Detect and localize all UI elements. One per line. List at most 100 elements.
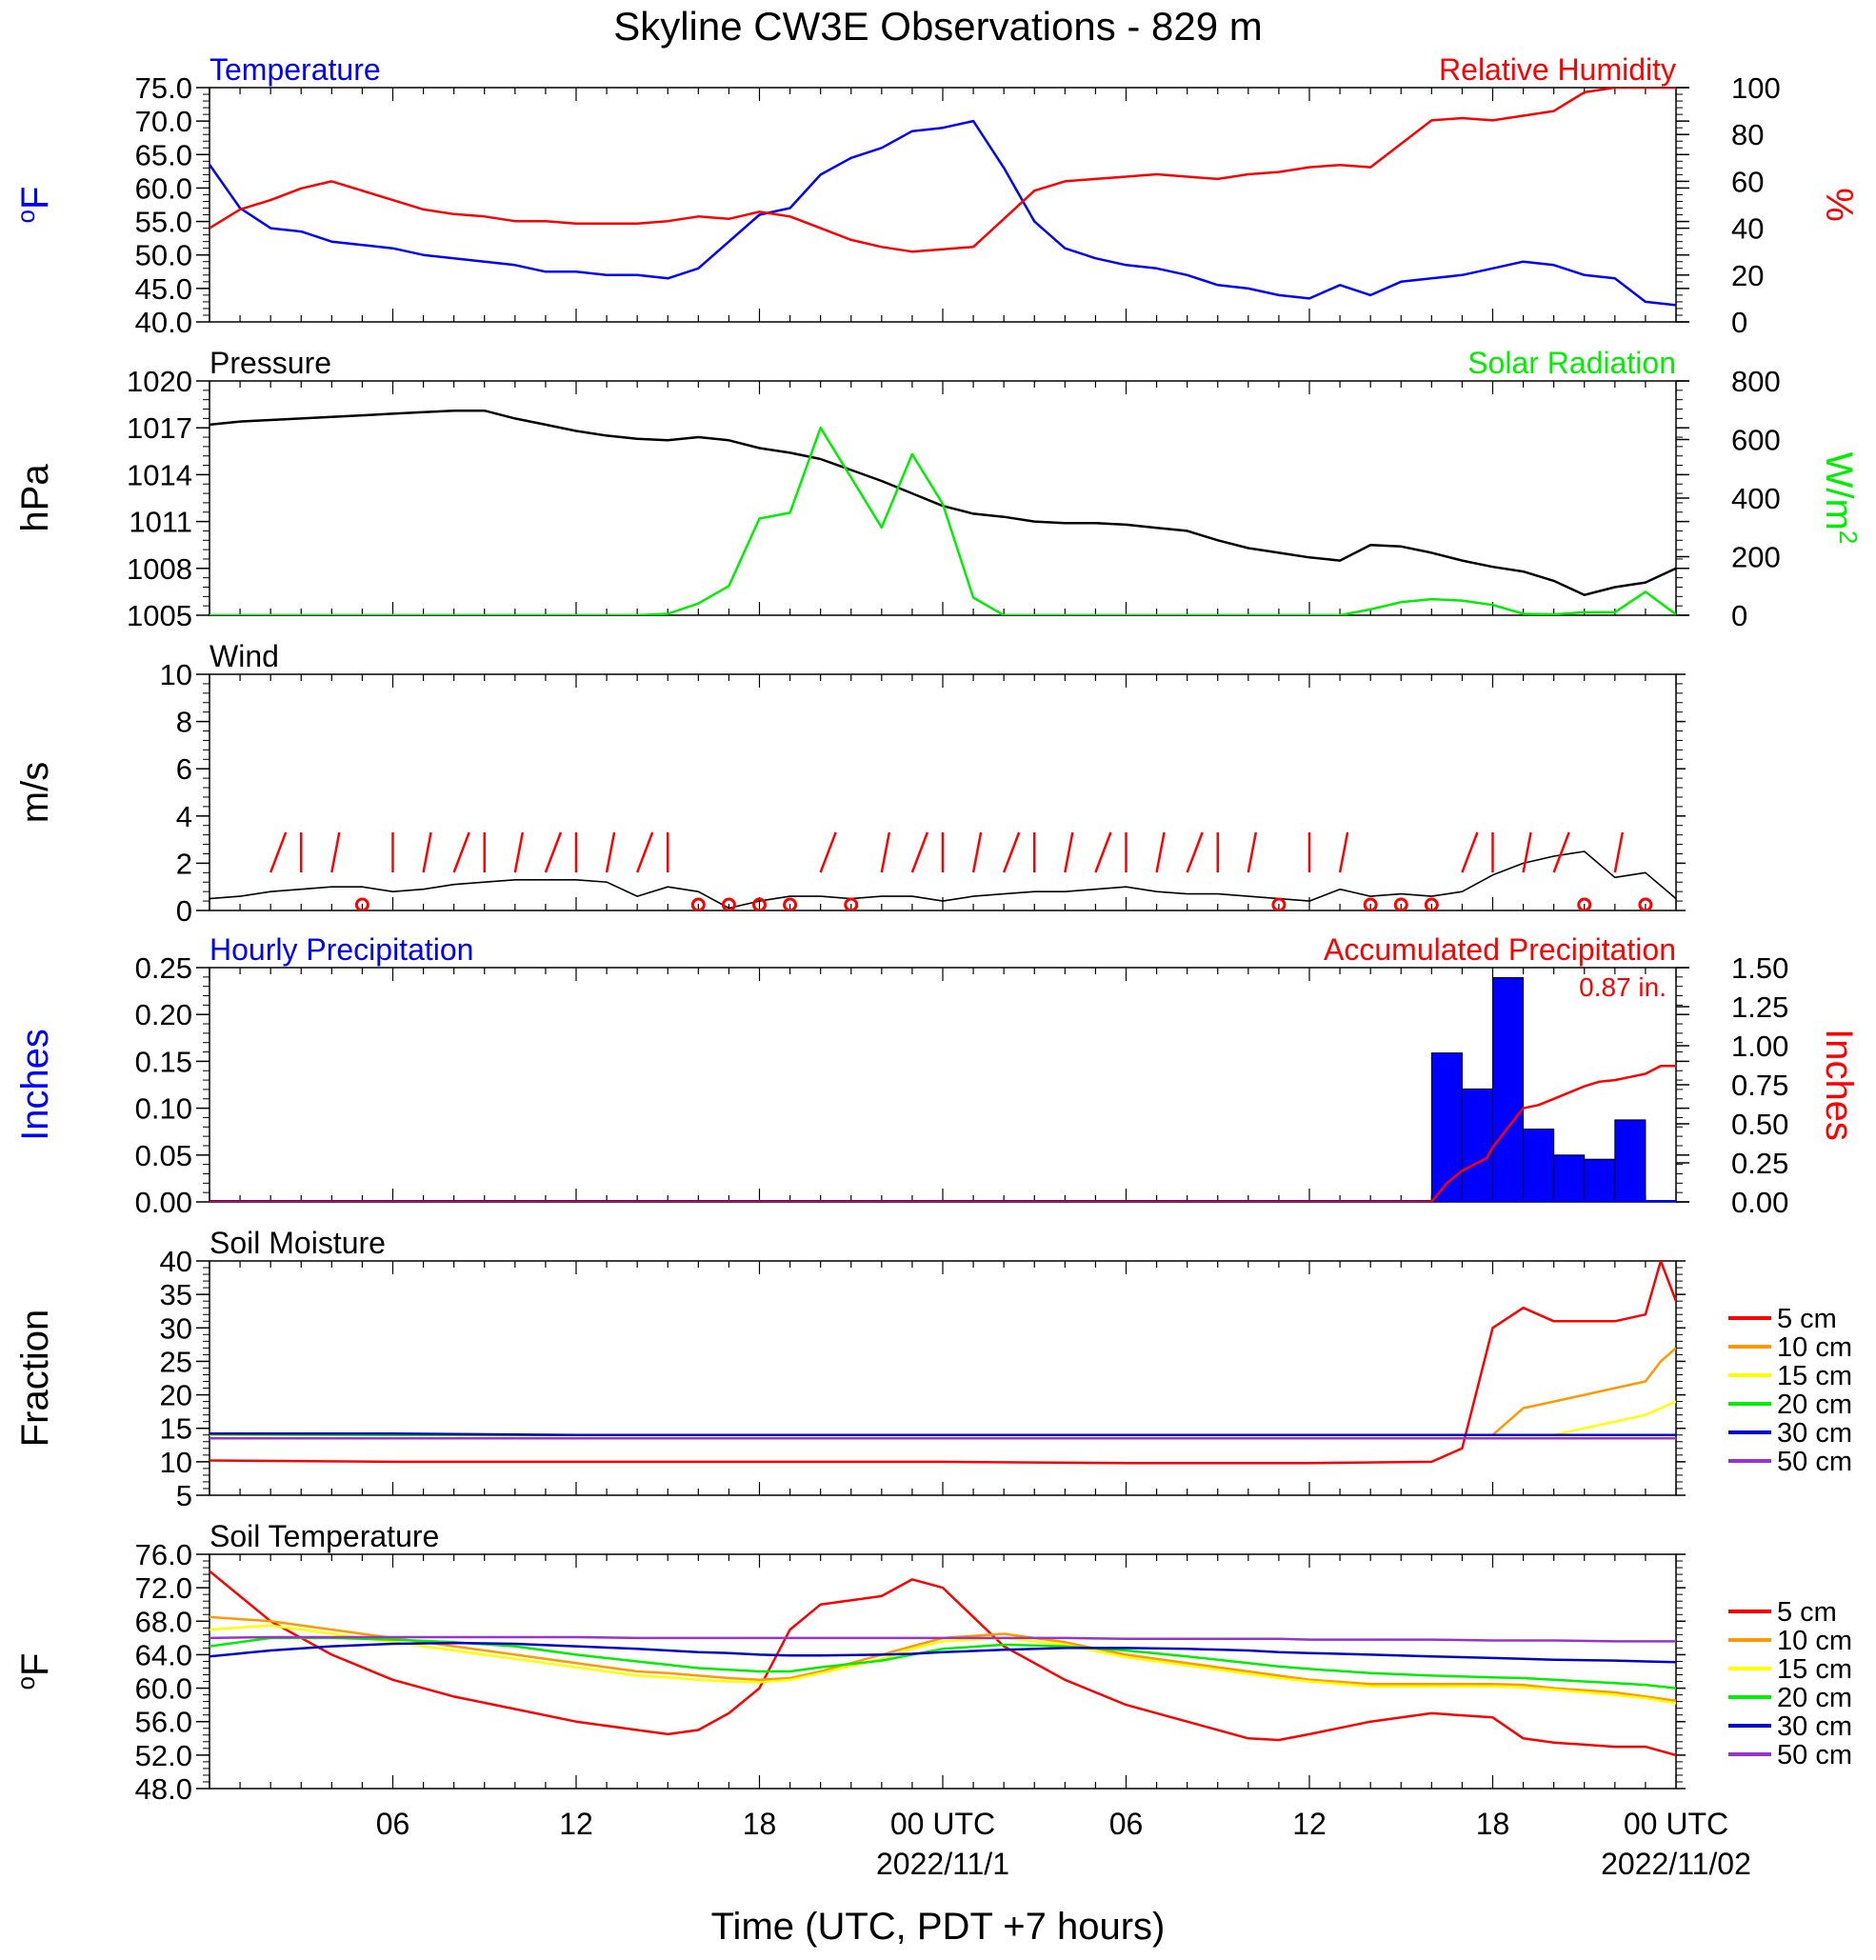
y-axis-label-right: %: [1818, 188, 1860, 222]
series-line-20-cm: [210, 1636, 1676, 1690]
calm-wind-marker: [844, 897, 859, 910]
calm-wind-marker: [1424, 897, 1439, 910]
x-tick-label: 00 UTC: [890, 1807, 995, 1841]
wind-barb: [1613, 831, 1625, 873]
y-tick-label-left: 64.0: [135, 1638, 192, 1671]
calm-wind-marker: [1638, 897, 1653, 910]
legend-label: 10 cm: [1777, 1332, 1852, 1363]
wind-barb: [1064, 831, 1074, 873]
calm-wind-marker: [354, 897, 369, 910]
precip-bar: [1492, 977, 1525, 1202]
plot-area: [210, 831, 1676, 910]
precip-bar: [1461, 1088, 1493, 1202]
y-tick-label-right: 0.00: [1731, 1186, 1788, 1219]
y-axis-label-left: Inches: [14, 1029, 56, 1141]
wind-barb: [330, 831, 341, 873]
panel-3: Wind 10 8 6 4 2 0 m/s: [14, 639, 1686, 928]
panel-title-left: Hourly Precipitation: [210, 932, 473, 967]
wind-barb: [1338, 831, 1349, 873]
y-axis-label-right: W/m2: [1818, 452, 1863, 545]
y-tick-label-left: 48.0: [135, 1772, 192, 1806]
legend-label: 20 cm: [1777, 1390, 1852, 1420]
precip-bar: [1523, 1129, 1555, 1202]
precip-bar: [1614, 1119, 1646, 1202]
y-tick-label-right: 400: [1731, 482, 1781, 515]
legend-label: 5 cm: [1777, 1304, 1837, 1334]
y-tick-label-left: 1017: [127, 411, 192, 445]
x-tick-label: 18: [1476, 1807, 1510, 1841]
series-line-10-cm: [210, 1347, 1676, 1436]
y-tick-label-left: 4: [176, 800, 192, 833]
series-line-10-cm: [210, 1615, 1676, 1703]
panel-frame: [209, 673, 1677, 911]
chart-title: Skyline CW3E Observations - 829 m: [613, 4, 1263, 49]
plot-area: [210, 977, 1676, 1202]
y-tick-label-left: 70.0: [135, 105, 192, 138]
y-tick-label-right: 200: [1731, 541, 1781, 574]
y-tick-label-left: 45.0: [135, 272, 192, 306]
y-tick-label-left: 8: [176, 706, 192, 739]
y-tick-label-left: 0.00: [135, 1186, 192, 1219]
panel-1: Temperature Relative Humidity 75.070.065.0…: [11, 52, 1860, 339]
panel-title-left: Temperature: [210, 52, 381, 87]
calm-wind-marker: [721, 897, 736, 910]
legend-label: 10 cm: [1777, 1626, 1852, 1656]
calm-wind-marker: [1363, 897, 1378, 910]
calm-wind-marker: [1271, 897, 1287, 910]
series-line-temperature: [210, 119, 1676, 307]
plot-area: [210, 1570, 1676, 1757]
y-tick-label-right: 0: [1731, 306, 1747, 339]
y-tick-label-left: 0.05: [135, 1139, 192, 1172]
y-tick-label-left: 60.0: [135, 1672, 192, 1706]
y-axis-label-left: Fraction: [14, 1310, 56, 1448]
calm-wind-marker: [1393, 897, 1408, 910]
plot-area: [210, 1261, 1676, 1465]
y-tick-label-left: 56.0: [135, 1706, 192, 1739]
wind-barb: [1522, 831, 1532, 873]
wind-barb: [819, 831, 837, 873]
y-axis-label-right: Inches: [1818, 1029, 1860, 1141]
y-tick-label-left: 1008: [127, 552, 192, 586]
series-line-5-cm: [210, 1570, 1676, 1757]
y-tick-label-right: 1.00: [1731, 1030, 1788, 1063]
legend-label: 15 cm: [1777, 1654, 1852, 1685]
panel-frame: [209, 87, 1677, 323]
series-line-15-cm: [210, 1400, 1676, 1436]
y-tick-label-right: 100: [1731, 71, 1781, 105]
precip-bar: [1430, 1052, 1463, 1202]
y-tick-label-left: 0.20: [135, 998, 192, 1031]
y-axis-label-left: oF: [11, 1653, 56, 1690]
y-tick-label-left: 20: [160, 1379, 192, 1412]
series-line-5-cm: [210, 1261, 1676, 1465]
unit-letter: F: [14, 187, 56, 210]
series-line-15-cm: [210, 1624, 1676, 1705]
panel-title-right: Solar Radiation: [1467, 346, 1676, 380]
y-tick-label-left: 35: [160, 1278, 192, 1311]
series-line-30-cm: [210, 1432, 1676, 1436]
wind-barb: [880, 831, 891, 873]
panel-title-left: Pressure: [210, 346, 331, 380]
panel-2: Pressure Solar Radiation 1020 1017 1014 1011 1…: [14, 346, 1863, 632]
x-tick-label: 06: [376, 1807, 410, 1841]
y-tick-label-right: 800: [1731, 365, 1781, 398]
y-tick-label-right: 1.50: [1731, 951, 1788, 985]
legend-label: 5 cm: [1777, 1597, 1837, 1628]
y-tick-label-left: 2: [176, 847, 192, 880]
y-axis-label-left: hPa: [14, 464, 56, 532]
y-tick-label-left: 10: [160, 658, 192, 691]
y-tick-label-left: 55.0: [135, 206, 192, 239]
legend-label: 50 cm: [1777, 1447, 1852, 1477]
series-line-solar-radiation: [210, 426, 1676, 615]
wind-barb: [1461, 831, 1479, 873]
wind-barb: [452, 831, 470, 873]
y-tick-label-left: 25: [160, 1345, 192, 1378]
series-line-wind-speed: [210, 850, 1676, 910]
y-axis-label-left: m/s: [14, 762, 56, 823]
x-tick-label: 12: [1292, 1807, 1327, 1841]
legend-label: 15 cm: [1777, 1361, 1852, 1391]
wind-barb: [1094, 831, 1112, 873]
wind-barb: [971, 831, 983, 873]
panel-6: Soil Temperature 76.072.068.064.060.056.0…: [11, 1519, 1852, 1806]
y-tick-label-left: 1005: [127, 599, 192, 632]
